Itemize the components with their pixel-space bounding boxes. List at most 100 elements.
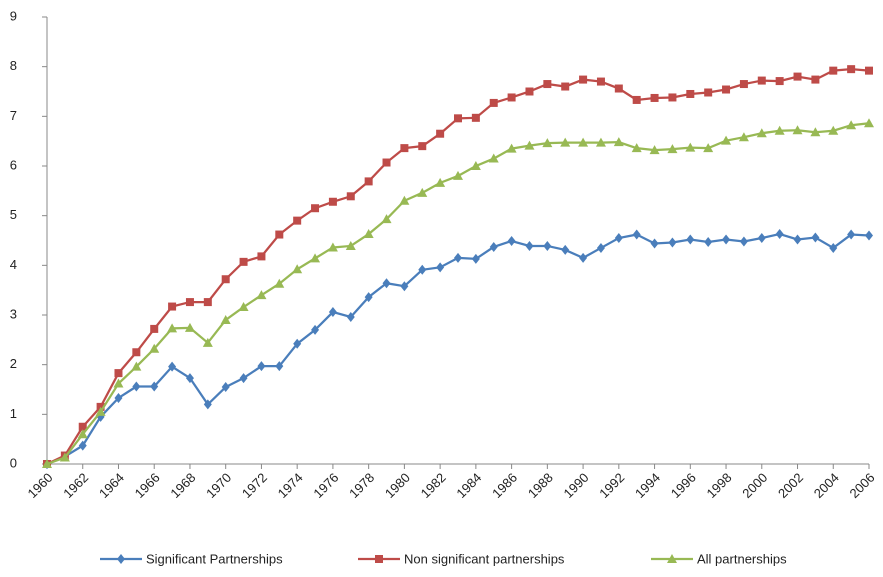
marker <box>381 214 392 224</box>
x-tick-label: 1972 <box>239 470 270 501</box>
marker <box>470 161 481 170</box>
y-tick-label: 6 <box>10 157 17 172</box>
marker <box>632 95 641 104</box>
x-tick-label: 2002 <box>775 470 806 501</box>
marker <box>739 236 748 247</box>
marker <box>364 177 373 186</box>
marker <box>185 373 194 384</box>
marker <box>203 399 212 410</box>
marker <box>489 98 498 107</box>
marker <box>453 170 463 180</box>
marker <box>631 143 642 153</box>
marker <box>471 253 480 264</box>
y-tick-label: 0 <box>10 455 17 470</box>
marker <box>543 80 552 89</box>
marker <box>561 82 570 91</box>
marker <box>132 381 141 392</box>
marker <box>346 311 355 322</box>
marker <box>418 264 427 275</box>
marker <box>202 337 213 347</box>
marker <box>454 252 462 263</box>
marker <box>311 324 320 335</box>
marker <box>167 323 178 333</box>
legend-item: Significant Partnerships <box>100 551 283 566</box>
marker <box>275 230 284 239</box>
legend-label: Significant Partnerships <box>146 551 283 566</box>
marker <box>775 77 784 86</box>
marker <box>375 555 383 563</box>
marker <box>78 422 87 431</box>
marker <box>775 229 784 240</box>
marker <box>774 125 785 135</box>
marker <box>77 429 88 439</box>
x-tick-label: 1988 <box>525 470 556 501</box>
series-line <box>46 68 870 466</box>
marker <box>811 75 820 84</box>
marker <box>131 361 142 371</box>
marker <box>507 93 516 102</box>
marker <box>59 452 70 462</box>
marker <box>542 138 553 148</box>
marker <box>293 338 302 349</box>
marker <box>756 128 767 138</box>
x-tick-label: 1982 <box>418 470 449 501</box>
marker <box>117 554 125 564</box>
marker <box>703 143 714 153</box>
y-tick-label: 3 <box>10 306 17 321</box>
marker <box>721 135 732 145</box>
marker <box>417 187 428 197</box>
marker <box>488 153 499 163</box>
marker <box>257 252 266 261</box>
marker <box>150 324 159 333</box>
marker <box>489 241 498 252</box>
marker <box>345 240 356 250</box>
marker <box>382 278 391 289</box>
marker <box>525 240 534 251</box>
y-tick-label: 5 <box>10 207 17 222</box>
marker <box>829 242 838 253</box>
marker <box>78 440 87 451</box>
marker <box>435 177 446 187</box>
x-tick-label: 1996 <box>668 470 699 501</box>
marker <box>864 118 874 128</box>
x-tick-label: 1968 <box>167 470 198 501</box>
marker <box>150 381 159 392</box>
x-tick-label: 1990 <box>561 470 592 501</box>
marker <box>311 204 320 213</box>
marker <box>239 257 248 266</box>
marker <box>722 234 731 245</box>
x-tick-label: 1998 <box>704 470 735 501</box>
marker <box>614 233 623 244</box>
marker <box>400 144 409 153</box>
marker <box>739 80 748 89</box>
marker <box>686 234 695 245</box>
legend-label: Non significant partnerships <box>404 551 565 566</box>
marker <box>418 142 427 151</box>
marker <box>561 244 570 255</box>
marker <box>865 66 873 75</box>
marker <box>114 369 123 378</box>
marker <box>865 230 873 241</box>
marker <box>221 275 230 284</box>
x-tick-label: 2000 <box>739 470 770 501</box>
marker <box>274 278 285 288</box>
marker <box>436 262 445 273</box>
marker <box>811 232 820 243</box>
marker <box>847 229 856 240</box>
marker <box>114 392 123 403</box>
marker <box>828 125 839 135</box>
marker <box>275 361 284 372</box>
marker <box>793 234 802 245</box>
x-tick-label: 1994 <box>632 470 663 501</box>
marker <box>810 127 821 137</box>
marker <box>793 72 802 81</box>
marker <box>686 89 695 98</box>
x-tick-label: 1974 <box>275 470 306 501</box>
legend-item: Non significant partnerships <box>358 551 565 566</box>
marker <box>595 137 606 147</box>
marker <box>757 76 766 85</box>
y-tick-label: 8 <box>10 58 17 73</box>
marker <box>328 307 337 318</box>
x-tick-label: 1962 <box>60 470 91 501</box>
marker <box>847 65 856 74</box>
